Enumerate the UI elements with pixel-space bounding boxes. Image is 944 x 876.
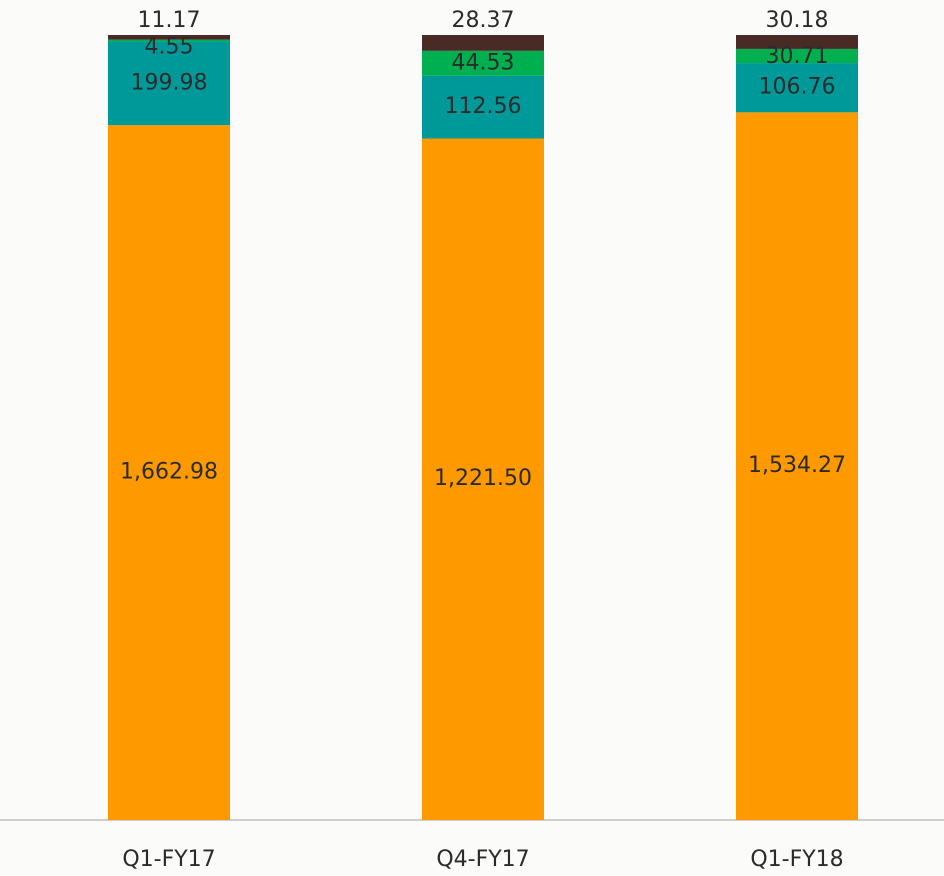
data-label: 112.56 — [445, 94, 522, 119]
data-label: 106.76 — [759, 75, 836, 100]
data-label: 44.53 — [452, 50, 515, 75]
data-label: 1,534.27 — [748, 453, 846, 478]
data-label: 30.18 — [766, 8, 829, 33]
chart: Q1-FY17Q4-FY17Q1-FY181,662.98199.984.551… — [0, 0, 944, 876]
x-tick-label: Q4-FY17 — [436, 847, 529, 872]
data-label: 1,221.50 — [434, 466, 532, 491]
data-label: 30.71 — [766, 44, 829, 69]
data-label: 4.55 — [145, 35, 194, 60]
data-label: 199.98 — [131, 70, 208, 95]
bar-segment — [422, 35, 544, 51]
data-label: 1,662.98 — [120, 460, 218, 485]
x-tick-label: Q1-FY17 — [122, 847, 215, 872]
data-label: 28.37 — [452, 8, 515, 33]
data-label: 11.17 — [138, 8, 201, 33]
x-tick-label: Q1-FY18 — [750, 847, 843, 872]
